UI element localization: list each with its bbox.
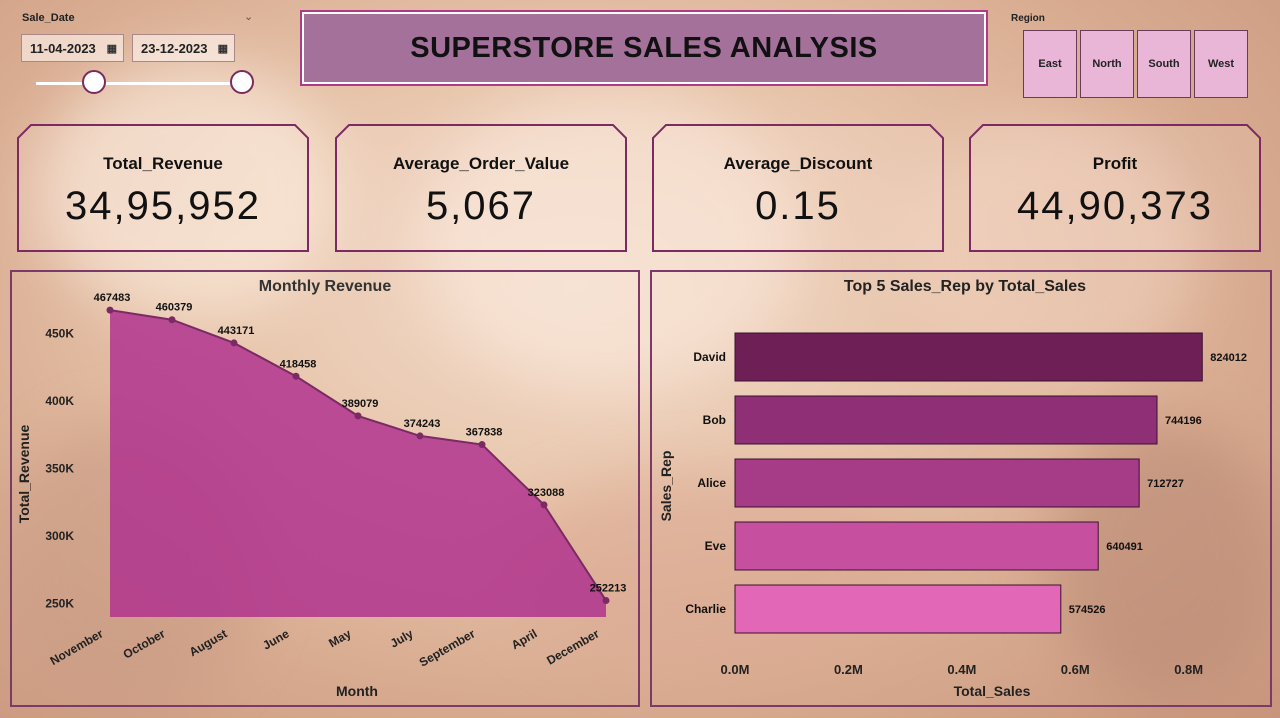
y-tick-label: 350K	[45, 462, 74, 476]
data-point	[168, 316, 176, 324]
kpi-card-average-order-value: Average_Order_Value 5,067	[335, 124, 627, 252]
data-point	[230, 339, 238, 347]
chart-title: Top 5 Sales_Rep by Total_Sales	[844, 278, 1086, 295]
kpi-value: 0.15	[755, 184, 841, 228]
x-tick-label: 0.4M	[947, 662, 976, 677]
data-point	[354, 412, 362, 420]
data-point	[292, 372, 300, 380]
data-label: 744196	[1165, 415, 1202, 427]
kpi-card-frame	[652, 124, 944, 252]
x-tick-label: 0.6M	[1061, 662, 1090, 677]
date-range-track	[36, 82, 242, 85]
calendar-icon[interactable]: ▦	[217, 42, 228, 55]
kpi-label: Profit	[1092, 154, 1138, 173]
top-sales-rep-chart: Top 5 Sales_Rep by Total_Sales Sales_Rep T…	[658, 278, 1247, 699]
data-label: 418458	[280, 358, 317, 370]
category-label: Eve	[705, 539, 727, 553]
kpi-card-profit: Profit 44,90,373	[969, 124, 1261, 252]
kpi-card-frame	[969, 124, 1261, 252]
data-point	[478, 441, 486, 449]
kpi-value: 5,067	[425, 184, 537, 228]
x-tick-label: November	[48, 626, 106, 668]
data-label: 460379	[156, 302, 193, 314]
range-end-handle[interactable]	[230, 70, 254, 94]
category-label: Alice	[697, 476, 726, 490]
x-tick-label: July	[388, 626, 416, 650]
top-sales-rep-panel[interactable]: Top 5 Sales_Rep by Total_Sales Sales_Rep T…	[650, 270, 1272, 707]
calendar-icon[interactable]: ▦	[106, 42, 117, 55]
data-label: 389079	[342, 398, 379, 410]
bar	[734, 584, 1062, 634]
region-option-south[interactable]: South	[1137, 30, 1191, 98]
data-point	[106, 306, 114, 314]
bar	[734, 458, 1140, 508]
x-tick-label: 0.0M	[721, 662, 750, 677]
kpi-value: 44,90,373	[1017, 184, 1213, 228]
region-option-west[interactable]: West	[1194, 30, 1248, 98]
data-label: 323088	[528, 487, 565, 499]
x-tick-label: 0.8M	[1174, 662, 1203, 677]
category-label: Bob	[703, 413, 726, 427]
data-label: 252213	[590, 583, 627, 595]
region-option-east[interactable]: East	[1023, 30, 1077, 98]
bar	[734, 395, 1158, 445]
kpi-card-frame	[335, 124, 627, 252]
range-start-handle[interactable]	[82, 70, 106, 94]
x-tick-label: August	[187, 626, 230, 659]
monthly-revenue-chart: Monthly Revenue Total_Revenue Month 250K 300…	[16, 278, 627, 699]
monthly-revenue-panel[interactable]: Monthly Revenue Total_Revenue Month 250K 300…	[10, 270, 640, 707]
y-axis-label: Total_Revenue	[16, 425, 32, 524]
x-tick-label: October	[121, 626, 168, 661]
data-label: 374243	[404, 418, 441, 430]
region-option-north[interactable]: North	[1080, 30, 1134, 98]
bar	[734, 332, 1203, 382]
kpi-card-average-discount: Average_Discount 0.15	[652, 124, 944, 252]
x-tick-label: September	[417, 626, 478, 669]
start-date-value: 11-04-2023	[30, 40, 96, 56]
y-axis-label: Sales_Rep	[658, 451, 674, 522]
kpi-label: Average_Order_Value	[392, 154, 570, 173]
kpi-card-frame	[17, 124, 309, 252]
x-tick-label: May	[326, 626, 353, 650]
data-point	[540, 501, 548, 509]
category-label: David	[693, 350, 726, 364]
data-label: 443171	[218, 325, 255, 337]
data-point	[416, 432, 424, 440]
data-label: 824012	[1210, 352, 1247, 364]
x-tick-label: June	[260, 626, 292, 652]
page-title: SUPERSTORE SALES ANALYSIS	[410, 31, 878, 64]
x-axis-label: Total_Sales	[954, 683, 1031, 699]
x-tick-label: 0.2M	[834, 662, 863, 677]
dashboard-title-box: SUPERSTORE SALES ANALYSIS	[300, 10, 988, 86]
y-tick-label: 450K	[45, 327, 74, 341]
x-axis-label: Month	[336, 683, 378, 699]
y-tick-label: 250K	[45, 597, 74, 611]
y-tick-label: 400K	[45, 394, 74, 408]
chart-title: Monthly Revenue	[259, 278, 392, 295]
end-date-value: 23-12-2023	[141, 40, 208, 56]
data-point	[602, 597, 610, 605]
data-label: 712727	[1147, 478, 1184, 490]
chevron-down-icon[interactable]: ⌄	[244, 11, 254, 23]
kpi-label: Average_Discount	[723, 154, 873, 173]
kpi-card-total-revenue: Total_Revenue 34,95,952	[17, 124, 309, 252]
region-slicer-title: Region	[1011, 13, 1045, 24]
category-label: Charlie	[685, 602, 726, 616]
x-tick-label: April	[509, 626, 540, 652]
x-tick-label: December	[544, 626, 602, 667]
kpi-value: 34,95,952	[65, 184, 261, 228]
date-slicer-title: Sale_Date	[22, 12, 75, 24]
bar	[734, 521, 1099, 571]
area-fill	[110, 310, 606, 617]
data-label: 640491	[1106, 541, 1143, 553]
data-label: 467483	[94, 292, 131, 304]
data-label: 574526	[1069, 604, 1106, 616]
data-label: 367838	[466, 427, 503, 439]
y-tick-label: 300K	[45, 529, 74, 543]
start-date-input[interactable]: 11-04-2023 ▦	[21, 34, 124, 62]
end-date-input[interactable]: 23-12-2023 ▦	[132, 34, 235, 62]
kpi-label: Total_Revenue	[103, 154, 223, 173]
